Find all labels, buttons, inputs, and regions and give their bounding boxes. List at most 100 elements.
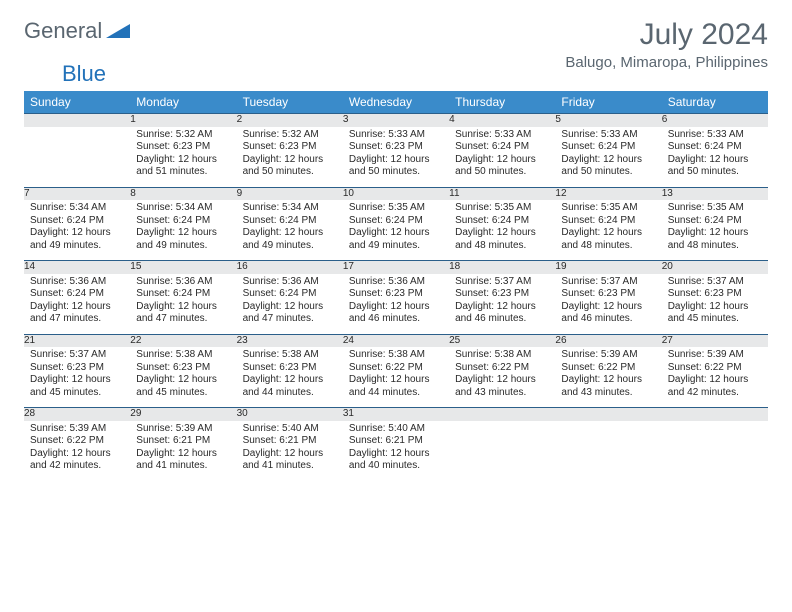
daylight-text: Daylight: 12 hours and 48 minutes. [668,227,762,252]
sunrise-text: Sunrise: 5:38 AM [349,349,443,362]
day-cell: Sunrise: 5:34 AMSunset: 6:24 PMDaylight:… [24,200,130,261]
day-number: 27 [662,334,768,347]
daylight-text: Daylight: 12 hours and 51 minutes. [136,154,230,179]
day-cell: Sunrise: 5:36 AMSunset: 6:23 PMDaylight:… [343,274,449,335]
day-number: 18 [449,261,555,274]
daylight-text: Daylight: 12 hours and 41 minutes. [243,448,337,473]
daylight-text: Daylight: 12 hours and 46 minutes. [455,301,549,326]
daylight-text: Daylight: 12 hours and 44 minutes. [243,374,337,399]
sunrise-text: Sunrise: 5:33 AM [455,129,549,142]
sunrise-text: Sunrise: 5:40 AM [349,423,443,436]
day-number: 16 [237,261,343,274]
day-number: 19 [555,261,661,274]
day-number: 13 [662,187,768,200]
sunrise-text: Sunrise: 5:33 AM [349,129,443,142]
sunrise-text: Sunrise: 5:34 AM [136,202,230,215]
sunset-text: Sunset: 6:23 PM [349,141,443,154]
weekday-header: Tuesday [237,91,343,114]
sunset-text: Sunset: 6:24 PM [561,141,655,154]
daylight-text: Daylight: 12 hours and 49 minutes. [136,227,230,252]
day-cell: Sunrise: 5:36 AMSunset: 6:24 PMDaylight:… [130,274,236,335]
sunrise-text: Sunrise: 5:32 AM [243,129,337,142]
sunset-text: Sunset: 6:22 PM [668,362,762,375]
day-data-row: Sunrise: 5:34 AMSunset: 6:24 PMDaylight:… [24,200,768,261]
day-cell: Sunrise: 5:36 AMSunset: 6:24 PMDaylight:… [237,274,343,335]
day-number: 30 [237,408,343,421]
sunrise-text: Sunrise: 5:38 AM [455,349,549,362]
day-number: 8 [130,187,236,200]
day-cell: Sunrise: 5:39 AMSunset: 6:22 PMDaylight:… [662,347,768,408]
day-cell: Sunrise: 5:35 AMSunset: 6:24 PMDaylight:… [343,200,449,261]
sunrise-text: Sunrise: 5:34 AM [30,202,124,215]
daylight-text: Daylight: 12 hours and 42 minutes. [668,374,762,399]
sunset-text: Sunset: 6:23 PM [349,288,443,301]
sunset-text: Sunset: 6:24 PM [243,288,337,301]
sunset-text: Sunset: 6:21 PM [349,435,443,448]
daylight-text: Daylight: 12 hours and 50 minutes. [455,154,549,179]
day-cell: Sunrise: 5:33 AMSunset: 6:23 PMDaylight:… [343,127,449,188]
sunrise-text: Sunrise: 5:40 AM [243,423,337,436]
day-number: 3 [343,114,449,127]
sunrise-text: Sunrise: 5:38 AM [136,349,230,362]
sunrise-text: Sunrise: 5:36 AM [136,276,230,289]
daylight-text: Daylight: 12 hours and 43 minutes. [455,374,549,399]
sunrise-text: Sunrise: 5:38 AM [243,349,337,362]
daylight-text: Daylight: 12 hours and 45 minutes. [136,374,230,399]
weekday-header: Wednesday [343,91,449,114]
sunrise-text: Sunrise: 5:37 AM [30,349,124,362]
sunset-text: Sunset: 6:23 PM [243,141,337,154]
day-data-row: Sunrise: 5:37 AMSunset: 6:23 PMDaylight:… [24,347,768,408]
day-number: 26 [555,334,661,347]
sunset-text: Sunset: 6:24 PM [455,141,549,154]
day-number: 1 [130,114,236,127]
sunset-text: Sunset: 6:24 PM [30,215,124,228]
day-number: 24 [343,334,449,347]
sunrise-text: Sunrise: 5:36 AM [349,276,443,289]
day-number: 15 [130,261,236,274]
day-cell: Sunrise: 5:38 AMSunset: 6:22 PMDaylight:… [343,347,449,408]
day-number: 10 [343,187,449,200]
sunrise-text: Sunrise: 5:33 AM [668,129,762,142]
day-cell: Sunrise: 5:33 AMSunset: 6:24 PMDaylight:… [555,127,661,188]
day-cell: Sunrise: 5:38 AMSunset: 6:23 PMDaylight:… [237,347,343,408]
sunset-text: Sunset: 6:22 PM [349,362,443,375]
day-number: 17 [343,261,449,274]
sunrise-text: Sunrise: 5:34 AM [243,202,337,215]
day-cell: Sunrise: 5:32 AMSunset: 6:23 PMDaylight:… [130,127,236,188]
day-cell: Sunrise: 5:34 AMSunset: 6:24 PMDaylight:… [237,200,343,261]
sunrise-text: Sunrise: 5:39 AM [668,349,762,362]
daylight-text: Daylight: 12 hours and 50 minutes. [349,154,443,179]
sunset-text: Sunset: 6:24 PM [136,288,230,301]
sunset-text: Sunset: 6:22 PM [30,435,124,448]
sunrise-text: Sunrise: 5:39 AM [561,349,655,362]
day-cell: Sunrise: 5:39 AMSunset: 6:22 PMDaylight:… [555,347,661,408]
sunrise-text: Sunrise: 5:35 AM [561,202,655,215]
sunset-text: Sunset: 6:23 PM [30,362,124,375]
calendar-table: Sunday Monday Tuesday Wednesday Thursday… [24,91,768,481]
daylight-text: Daylight: 12 hours and 45 minutes. [30,374,124,399]
day-number [555,408,661,421]
sunset-text: Sunset: 6:23 PM [243,362,337,375]
day-number: 28 [24,408,130,421]
daylight-text: Daylight: 12 hours and 44 minutes. [349,374,443,399]
day-number: 4 [449,114,555,127]
daylight-text: Daylight: 12 hours and 47 minutes. [243,301,337,326]
daylight-text: Daylight: 12 hours and 46 minutes. [349,301,443,326]
day-data-row: Sunrise: 5:39 AMSunset: 6:22 PMDaylight:… [24,421,768,481]
daylight-text: Daylight: 12 hours and 48 minutes. [561,227,655,252]
day-number-row: 28293031 [24,408,768,421]
sunrise-text: Sunrise: 5:33 AM [561,129,655,142]
logo: General [24,18,132,44]
day-number: 7 [24,187,130,200]
weekday-header: Thursday [449,91,555,114]
logo-triangle-icon [106,20,130,43]
daylight-text: Daylight: 12 hours and 50 minutes. [668,154,762,179]
sunrise-text: Sunrise: 5:35 AM [455,202,549,215]
weekday-header: Saturday [662,91,768,114]
sunset-text: Sunset: 6:24 PM [668,141,762,154]
day-cell [24,127,130,188]
weekday-header: Sunday [24,91,130,114]
sunrise-text: Sunrise: 5:36 AM [30,276,124,289]
day-number: 25 [449,334,555,347]
sunset-text: Sunset: 6:24 PM [30,288,124,301]
